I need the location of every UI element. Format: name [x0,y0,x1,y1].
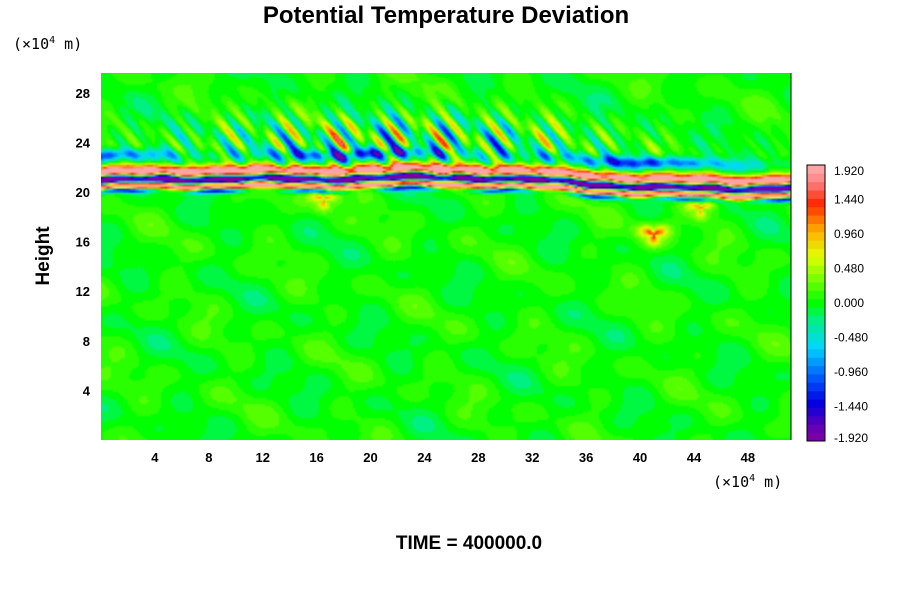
colorbar-tick-label: -1.440 [834,400,868,414]
y-tick-label: 12 [76,284,90,299]
colorbar-swatch [807,315,825,325]
y-tick-label: 4 [83,383,91,398]
x-tick-label: 32 [525,450,539,465]
colorbar-tick-label: -1.920 [834,431,868,445]
colorbar-swatch [807,282,825,291]
colorbar-swatch [807,165,825,174]
colorbar-tick-label: 1.440 [834,193,864,207]
colorbar-swatch [807,223,825,233]
x-tick-labels: 4 8 12 16 20 24 28 32 36 40 44 48 [151,450,755,465]
colorbar-swatch [807,181,825,191]
colorbar-swatch [807,173,825,183]
x-tick-label: 24 [417,450,432,465]
colorbar-labels: 1.920 1.440 0.960 0.480 0.000 -0.480 -0.960 -1.… [834,164,868,445]
colorbar-swatch [807,240,825,250]
y-axis-label: Height [33,226,54,286]
colorbar-swatch [807,190,825,199]
colorbar-tick-label: 0.480 [834,262,864,276]
colorbar-swatch [807,265,825,275]
plot-area [101,73,792,440]
colorbar-swatch [807,323,825,333]
x-tick-label: 16 [309,450,323,465]
x-tick-label: 4 [151,450,159,465]
colorbar-swatch [807,257,825,266]
colorbar-swatch [807,357,825,367]
y-tick-label: 28 [76,86,90,101]
colorbar-border [806,164,826,442]
colorbar-swatch [807,415,825,425]
colorbar-swatch [807,290,825,300]
colorbar-swatch [807,399,825,408]
colorbar-tick-label: 0.960 [834,227,864,241]
colorbar-tick-label: -0.480 [834,331,868,345]
colorbar-swatch [807,332,825,342]
colorbar-swatch [807,382,825,392]
time-label: TIME = 400000.0 [396,533,542,554]
colorbar-swatch [807,424,825,434]
y-tick-label: 24 [76,135,91,150]
colorbar-swatch [807,374,825,383]
y-tick-label: 16 [76,235,90,250]
x-tick-label: 44 [687,450,702,465]
colorbar-swatch [807,390,825,400]
x-axis-unit: (×104 m) [713,473,782,491]
colorbar [806,164,826,442]
x-tick-label: 20 [363,450,377,465]
x-tick-label: 40 [633,450,647,465]
colorbar-tick-label: 1.920 [834,164,864,178]
colorbar-swatch [807,231,825,241]
y-axis-unit: (×104 m) [13,35,82,53]
colorbar-swatch [807,248,825,258]
y-tick-label: 8 [83,334,90,349]
y-tick-labels: 4 8 12 16 20 24 28 [76,86,91,399]
x-tick-label: 48 [741,450,755,465]
x-tick-label: 12 [255,450,269,465]
y-tick-label: 20 [76,185,90,200]
colorbar-swatch [807,198,825,208]
colorbar-swatch [807,349,825,358]
colorbar-swatch [807,206,825,216]
colorbar-swatch [807,407,825,417]
colorbar-swatch [807,340,825,350]
x-tick-label: 36 [579,450,593,465]
colorbar-tick-label: -0.960 [834,365,868,379]
colorbar-swatch [807,307,825,316]
colorbar-swatch [807,432,825,442]
x-tick-label: 8 [205,450,212,465]
chart-title: Potential Temperature Deviation [263,2,629,29]
colorbar-swatch [807,298,825,308]
colorbar-tick-label: 0.000 [834,296,864,310]
colorbar-swatch [807,215,825,224]
colorbar-swatch [807,273,825,283]
x-tick-label: 28 [471,450,485,465]
colorbar-swatch [807,365,825,375]
